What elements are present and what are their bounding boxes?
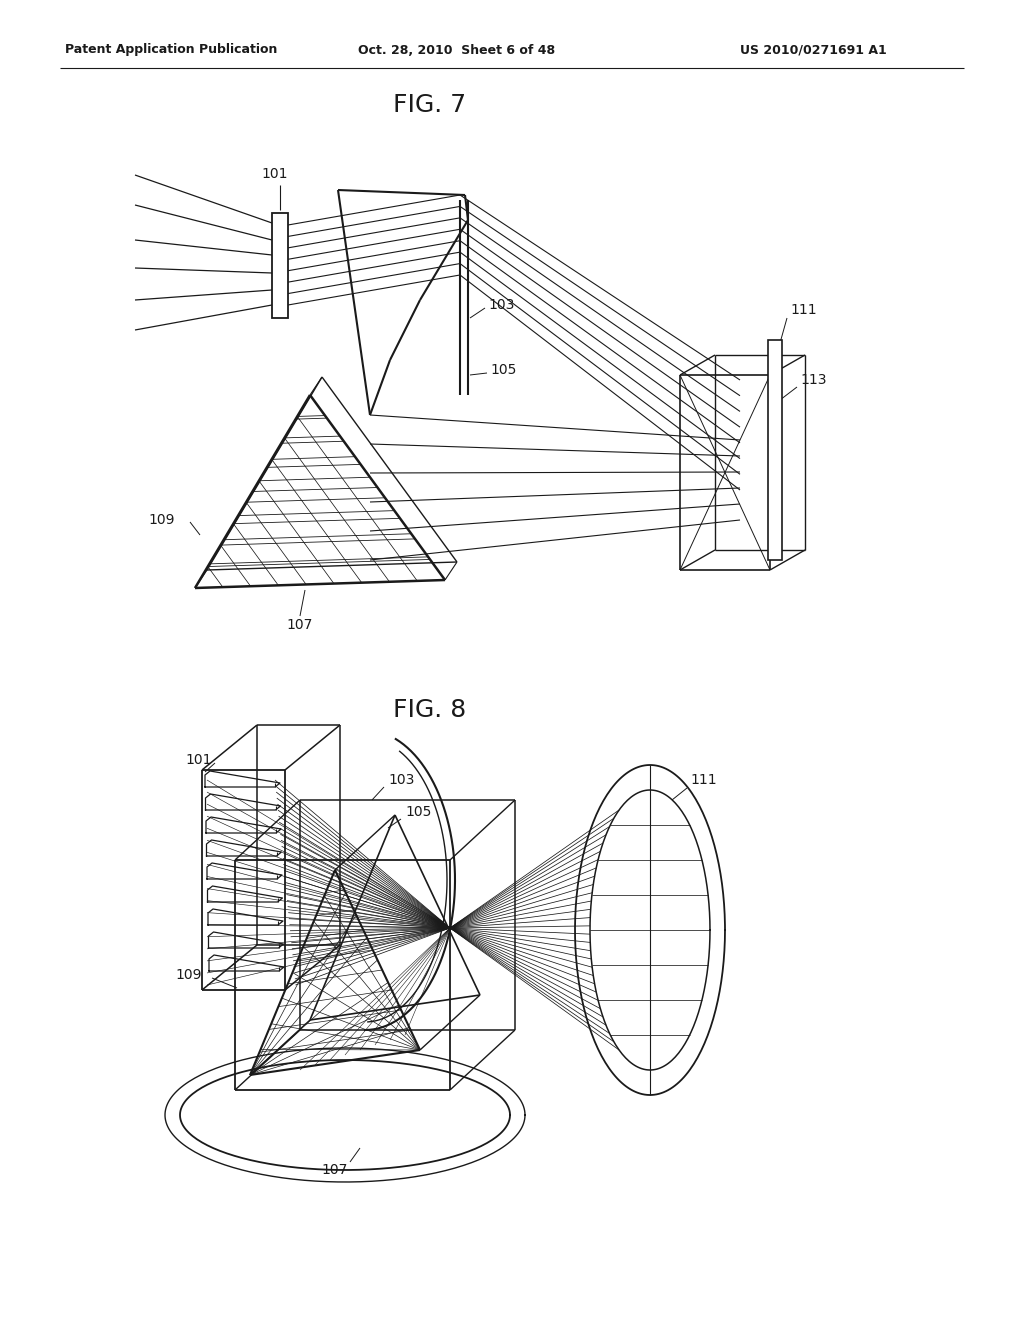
- Text: 105: 105: [490, 363, 516, 378]
- Bar: [768, 341, 782, 560]
- Text: Oct. 28, 2010  Sheet 6 of 48: Oct. 28, 2010 Sheet 6 of 48: [358, 44, 555, 57]
- Text: 111: 111: [790, 304, 816, 317]
- Text: FIG. 8: FIG. 8: [393, 698, 467, 722]
- Text: 111: 111: [690, 774, 717, 787]
- Text: 107: 107: [322, 1163, 348, 1177]
- Text: 107: 107: [287, 618, 313, 632]
- Text: 109: 109: [175, 968, 202, 982]
- Text: 113: 113: [800, 374, 826, 387]
- Text: 101: 101: [262, 168, 288, 181]
- Text: Patent Application Publication: Patent Application Publication: [65, 44, 278, 57]
- Text: US 2010/0271691 A1: US 2010/0271691 A1: [740, 44, 887, 57]
- Text: 101: 101: [185, 752, 212, 767]
- Text: 103: 103: [488, 298, 514, 312]
- Text: 103: 103: [388, 774, 415, 787]
- Bar: [272, 213, 288, 318]
- Text: 109: 109: [148, 513, 174, 527]
- Text: 105: 105: [406, 805, 431, 818]
- Text: FIG. 7: FIG. 7: [393, 92, 467, 117]
